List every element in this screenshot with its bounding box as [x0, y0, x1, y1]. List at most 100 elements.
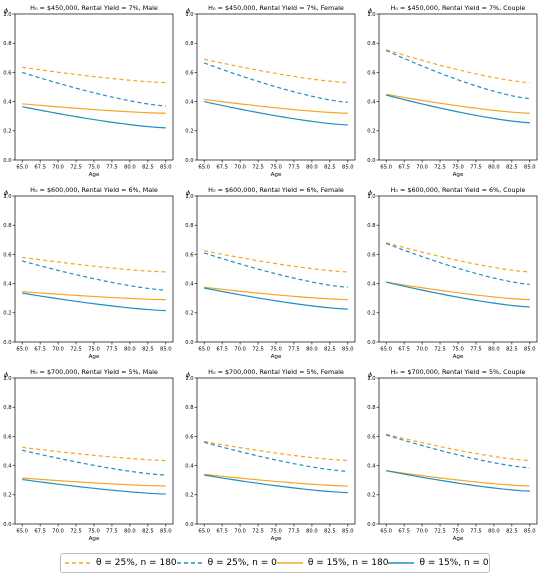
x-tick-label: 70.0	[416, 347, 428, 353]
x-tick-label: 77.5	[470, 347, 482, 353]
x-tick-label: 65.0	[16, 529, 28, 535]
series-line	[22, 291, 166, 301]
y-tick-label: 0.6	[367, 70, 375, 76]
series-line	[204, 441, 348, 473]
y-tick-label: 1.0	[185, 12, 193, 18]
x-tick-label: 85.0	[160, 529, 172, 535]
x-tick-label: 82.5	[506, 347, 518, 353]
series-line	[204, 98, 348, 114]
x-tick-label: 85.0	[160, 347, 172, 353]
x-tick-label: 65.0	[380, 165, 392, 171]
x-axis-label: Age	[89, 536, 100, 542]
subplot-title: H₀ = $600,000, Rental Yield = 6%, Female	[208, 186, 344, 194]
y-tick-label: 0.8	[3, 41, 11, 47]
x-tick-label: 85.0	[160, 165, 172, 171]
subplot: H₀ = $700,000, Rental Yield = 5%, Female…	[185, 368, 356, 542]
series-line	[203, 62, 348, 103]
series-line	[386, 470, 530, 492]
series-line	[386, 281, 530, 308]
x-tick-label: 70.0	[52, 529, 64, 535]
x-tick-label: 70.0	[234, 347, 246, 353]
x-axis-label: Age	[271, 172, 282, 178]
y-tick-label: 0.4	[185, 100, 194, 106]
x-tick-label: 75.0	[452, 165, 464, 171]
series-line	[22, 478, 166, 495]
subplot-title: H₀ = $450,000, Rental Yield = 7%, Male	[30, 4, 158, 12]
x-tick-label: 65.0	[198, 529, 210, 535]
y-tick-label: 0.0	[3, 340, 11, 346]
series-line	[385, 49, 530, 100]
y-tick-label: 0.6	[367, 252, 375, 258]
series-line	[22, 66, 166, 84]
plot-frame	[378, 195, 538, 343]
series-line	[386, 470, 530, 487]
plot-frame	[196, 195, 356, 343]
y-tick-label: 0.8	[3, 405, 11, 411]
y-tick-label: 0.6	[185, 252, 193, 258]
y-tick-label: 0.6	[185, 434, 193, 440]
x-tick-label: 67.5	[398, 347, 410, 353]
legend-item: θ = 25%, n = 180	[65, 558, 177, 568]
x-tick-label: 67.5	[34, 165, 46, 171]
x-tick-label: 80.0	[306, 347, 318, 353]
x-tick-label: 80.0	[124, 529, 136, 535]
y-tick-label: 0.4	[367, 100, 376, 106]
x-tick-label: 65.0	[380, 347, 392, 353]
x-tick-label: 72.5	[434, 165, 446, 171]
legend-item: θ = 15%, n = 180	[276, 558, 388, 568]
y-tick-label: 0.0	[3, 158, 11, 164]
y-tick-label: 0.0	[185, 522, 193, 528]
series-line	[386, 434, 530, 469]
x-tick-label: 82.5	[506, 529, 518, 535]
y-tick-label: 0.4	[3, 464, 12, 470]
y-tick-label: 0.4	[3, 100, 12, 106]
series-line	[386, 433, 530, 462]
x-tick-label: 80.0	[124, 165, 136, 171]
x-tick-label: 82.5	[142, 165, 154, 171]
y-tick-label: 0.0	[367, 340, 375, 346]
x-tick-label: 82.5	[324, 165, 336, 171]
series-line	[204, 287, 348, 310]
plot-frame	[378, 13, 538, 161]
plot-frame	[196, 13, 356, 161]
series-line	[22, 260, 166, 291]
x-tick-label: 70.0	[52, 347, 64, 353]
subplot-title: H₀ = $700,000, Rental Yield = 5%, Female	[208, 368, 344, 376]
y-tick-label: 0.6	[3, 70, 11, 76]
y-tick-label: 0.8	[185, 41, 193, 47]
series-line	[22, 446, 166, 462]
x-tick-label: 85.0	[342, 165, 354, 171]
x-tick-label: 82.5	[324, 529, 336, 535]
x-axis-label: Age	[271, 354, 282, 360]
x-tick-label: 70.0	[234, 165, 246, 171]
series-line	[22, 477, 166, 487]
y-axis-label: ϕ	[368, 371, 373, 379]
series-line	[204, 58, 348, 84]
subplot: H₀ = $600,000, Rental Yield = 6%, Male ϕ 0…	[3, 186, 174, 360]
x-tick-label: 70.0	[416, 165, 428, 171]
x-tick-label: 82.5	[506, 165, 518, 171]
plot-frame	[14, 377, 174, 525]
x-tick-label: 82.5	[324, 347, 336, 353]
series-line	[22, 449, 166, 476]
x-axis-label: Age	[89, 172, 100, 178]
y-tick-label: 1.0	[3, 376, 11, 382]
x-tick-label: 75.0	[88, 165, 100, 171]
subplot: H₀ = $600,000, Rental Yield = 6%, Couple…	[367, 186, 538, 360]
y-tick-label: 0.8	[185, 405, 193, 411]
x-tick-label: 72.5	[252, 529, 264, 535]
x-tick-label: 67.5	[216, 347, 228, 353]
y-axis-label: ϕ	[368, 7, 373, 15]
x-tick-label: 82.5	[142, 347, 154, 353]
series-line	[22, 71, 166, 107]
x-tick-label: 80.0	[306, 529, 318, 535]
series-line	[386, 94, 530, 124]
y-tick-label: 0.2	[367, 311, 375, 317]
x-tick-label: 85.0	[342, 529, 354, 535]
x-tick-label: 75.0	[88, 529, 100, 535]
series-line	[204, 101, 348, 126]
y-tick-label: 1.0	[185, 376, 193, 382]
y-axis-label: ϕ	[186, 189, 191, 197]
subplot-title: H₀ = $700,000, Rental Yield = 5%, Couple	[391, 368, 526, 376]
